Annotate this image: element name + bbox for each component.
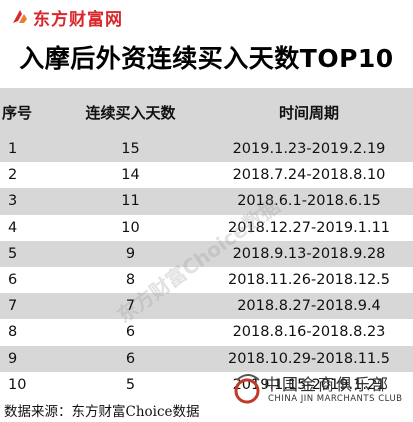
table-row: 3 11 2018.6.1-2018.6.15 (0, 188, 413, 215)
row-index: 5 (8, 245, 18, 262)
row-period: 2018.8.27-2018.9.4 (237, 298, 381, 315)
row-index: 8 (8, 324, 18, 341)
club-logo-icon (234, 374, 260, 404)
row-period: 2018.8.16-2018.8.23 (232, 324, 386, 341)
row-days: 11 (121, 193, 140, 210)
row-days: 7 (125, 298, 136, 315)
row-period: 2018.9.13-2018.9.28 (232, 245, 386, 262)
data-table: 序号 连续买入天数 时间周期 1 15 2019.1.23-2019.2.19 2 14… (0, 88, 413, 398)
row-index: 7 (8, 298, 18, 315)
header-index: 序号 (2, 103, 33, 122)
row-period: 2018.10.29-2018.11.5 (227, 350, 391, 367)
brand-logo-group[interactable]: 东方财富网 (10, 6, 123, 30)
table-row: 7 7 2018.8.27-2018.9.4 (0, 293, 413, 320)
data-source-note: 数据来源：东方财富Choice数据 (4, 404, 200, 420)
table-header: 序号 连续买入天数 时间周期 (0, 88, 413, 136)
table-row: 1 15 2019.1.23-2019.2.19 (0, 136, 413, 163)
table-row: 4 10 2018.12.27-2019.1.11 (0, 214, 413, 241)
brand-name: 东方财富网 (33, 9, 123, 30)
table-row: 8 6 2018.8.16-2018.8.23 (0, 319, 413, 346)
table-row: 5 9 2018.9.13-2018.9.28 (0, 240, 413, 267)
row-index: 3 (8, 193, 18, 210)
row-index: 4 (8, 219, 18, 236)
row-days: 6 (125, 350, 136, 367)
eastmoney-logo-icon (13, 10, 27, 23)
header-period: 时间周期 (278, 103, 339, 122)
row-days: 10 (121, 219, 140, 236)
row-index: 6 (8, 272, 18, 289)
stamp-chinese: 中国金商俱乐部 (264, 375, 391, 394)
row-index: 10 (8, 376, 27, 393)
row-index: 1 (8, 141, 18, 158)
row-days: 15 (121, 141, 140, 158)
row-period: 2019.1.15-2019.1.21 (232, 376, 386, 393)
row-period: 2018.11.26-2018.12.5 (227, 272, 391, 289)
row-days: 6 (125, 324, 136, 341)
club-stamp: 中国金商俱乐部 CHINA JIN MARCHANTS CLUB (228, 370, 413, 410)
brand-bar: 东方财富网 (0, 0, 413, 34)
table-row: 10 5 2019.1.15-2019.1.21 (0, 371, 413, 398)
row-index: 2 (8, 167, 18, 184)
table-body: 1 15 2019.1.23-2019.2.19 2 14 2018.7.24-2018.… (0, 136, 413, 398)
row-days: 9 (125, 245, 136, 262)
row-period: 2018.7.24-2018.8.10 (232, 167, 386, 184)
page-title: 入摩后外资连续买入天数TOP10 (19, 44, 394, 73)
table-row: 6 8 2018.11.26-2018.12.5 (0, 266, 413, 294)
row-days: 14 (121, 167, 140, 184)
row-days: 5 (125, 376, 136, 393)
row-days: 8 (125, 272, 136, 289)
row-period: 2018.12.27-2019.1.11 (227, 219, 391, 236)
table-row: 9 6 2018.10.29-2018.11.5 (0, 345, 413, 372)
row-period: 2018.6.1-2018.6.15 (237, 193, 381, 210)
row-period: 2019.1.23-2019.2.19 (232, 141, 386, 158)
stamp-english: CHINA JIN MARCHANTS CLUB (268, 394, 403, 404)
header-days: 连续买入天数 (85, 103, 176, 122)
row-index: 9 (8, 350, 18, 367)
table-row: 2 14 2018.7.24-2018.8.10 (0, 162, 413, 189)
